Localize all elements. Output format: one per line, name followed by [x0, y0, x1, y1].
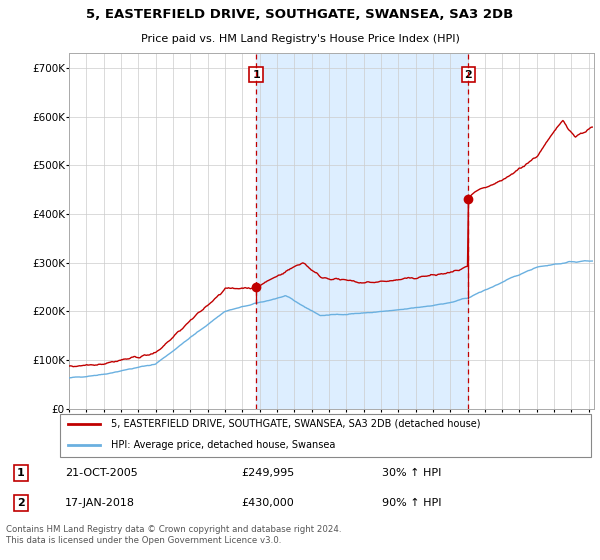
Text: 90% ↑ HPI: 90% ↑ HPI: [382, 498, 442, 508]
Text: Price paid vs. HM Land Registry's House Price Index (HPI): Price paid vs. HM Land Registry's House …: [140, 34, 460, 44]
Text: 2: 2: [464, 69, 472, 80]
Text: 5, EASTERFIELD DRIVE, SOUTHGATE, SWANSEA, SA3 2DB (detached house): 5, EASTERFIELD DRIVE, SOUTHGATE, SWANSEA…: [111, 419, 480, 429]
FancyBboxPatch shape: [59, 413, 592, 458]
Text: 17-JAN-2018: 17-JAN-2018: [65, 498, 135, 508]
Text: HPI: Average price, detached house, Swansea: HPI: Average price, detached house, Swan…: [111, 440, 335, 450]
Text: 30% ↑ HPI: 30% ↑ HPI: [382, 468, 442, 478]
Text: 1: 1: [17, 468, 25, 478]
Text: 21-OCT-2005: 21-OCT-2005: [65, 468, 137, 478]
Text: £430,000: £430,000: [241, 498, 294, 508]
Text: 2: 2: [17, 498, 25, 508]
Text: £249,995: £249,995: [241, 468, 295, 478]
Bar: [256, 53, 469, 409]
Text: 5, EASTERFIELD DRIVE, SOUTHGATE, SWANSEA, SA3 2DB: 5, EASTERFIELD DRIVE, SOUTHGATE, SWANSEA…: [86, 8, 514, 21]
Text: Contains HM Land Registry data © Crown copyright and database right 2024.
This d: Contains HM Land Registry data © Crown c…: [6, 525, 341, 545]
Text: 1: 1: [252, 69, 260, 80]
